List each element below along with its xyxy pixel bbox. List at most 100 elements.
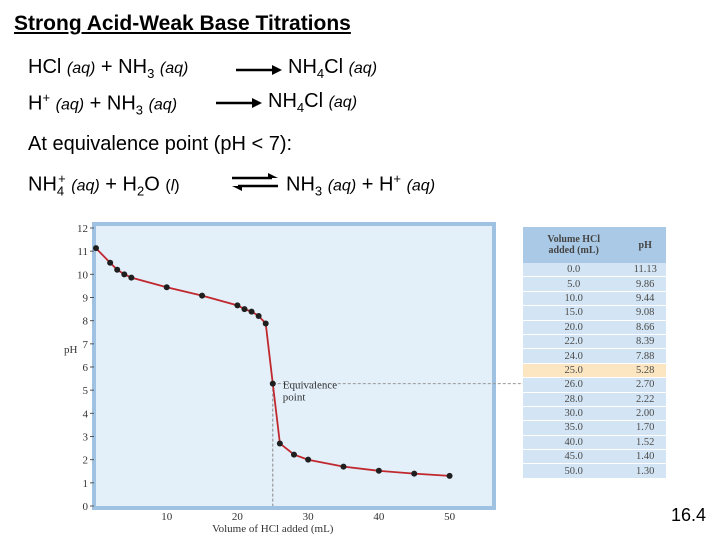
cell-ph: 2.00 xyxy=(624,406,666,422)
cell-volume: 26.0 xyxy=(523,377,625,393)
eq3-nh4: NH xyxy=(28,173,57,196)
slide-title: Strong Acid-Weak Base Titrations xyxy=(14,12,351,35)
data-point xyxy=(255,313,262,320)
cell-ph: 8.66 xyxy=(624,320,666,335)
eq1-cl: Cl xyxy=(324,56,344,78)
data-point xyxy=(269,380,276,387)
cell-volume: 5.0 xyxy=(523,276,625,292)
equilibrium-arrow-icon xyxy=(232,173,278,191)
table-row: 40.0 1.52 xyxy=(523,435,666,451)
eq2-sub4: 4 xyxy=(296,100,305,115)
cell-ph: 1.70 xyxy=(624,420,666,436)
data-point xyxy=(446,472,453,479)
table-header-row: Volume HCl added (mL) pH xyxy=(523,227,666,263)
eq3-sup-plus-2: + xyxy=(393,171,401,186)
eq2-state-3: (aq) xyxy=(328,94,358,111)
eq3-sub4: 4 xyxy=(56,183,65,199)
table-row: 30.0 2.00 xyxy=(523,406,666,422)
y-tick-label: 11 xyxy=(77,246,88,258)
data-point xyxy=(128,274,135,281)
table-row: 22.0 8.39 xyxy=(523,334,666,350)
cell-volume: 40.0 xyxy=(523,435,625,451)
data-point xyxy=(93,245,99,252)
table-row: 20.0 8.66 xyxy=(523,320,666,335)
eq2-sup-plus: + xyxy=(42,90,51,105)
cell-volume: 35.0 xyxy=(523,420,625,436)
page-number: 16.4 xyxy=(670,505,706,525)
table-row: 28.0 2.22 xyxy=(523,392,666,407)
cell-ph: 9.86 xyxy=(624,276,666,292)
eq1-state-2: (aq) xyxy=(159,60,189,77)
cell-ph: 5.28 xyxy=(624,363,666,379)
eq1-state-3: (aq) xyxy=(348,60,378,77)
eq3-h: H xyxy=(122,173,137,196)
y-tick-label: 10 xyxy=(77,269,89,281)
cell-ph: 8.39 xyxy=(624,334,666,350)
data-point xyxy=(114,266,121,273)
cell-volume: 10.0 xyxy=(523,291,625,307)
eq2-product: NH4Cl (aq) xyxy=(268,90,357,115)
y-tick-label: 6 xyxy=(83,362,89,374)
equivalence-annotation: Equivalence point xyxy=(283,380,337,404)
eq3-nh3: NH xyxy=(286,173,315,196)
eq3-products: NH3 (aq) + H+ (aq) xyxy=(286,171,435,199)
x-tick-label: 40 xyxy=(373,511,385,523)
x-tick-label: 20 xyxy=(232,511,244,523)
table-row: 5.0 9.86 xyxy=(523,276,666,292)
cell-volume: 22.0 xyxy=(523,334,625,350)
eq2-state-1: (aq) xyxy=(55,96,85,114)
table-row: 45.0 1.40 xyxy=(523,449,666,465)
cell-volume: 15.0 xyxy=(523,305,625,321)
y-axis-label: pH xyxy=(64,344,78,356)
eq1-plus: + xyxy=(100,56,113,78)
eq2-cl: Cl xyxy=(304,90,324,112)
y-tick-label: 2 xyxy=(83,455,89,467)
cell-volume: 50.0 xyxy=(523,463,625,479)
cell-ph: 2.70 xyxy=(624,377,666,393)
eq2-h: H xyxy=(28,92,43,115)
eq3-state-l: l xyxy=(170,177,175,195)
eq1-nh3: NH xyxy=(118,56,148,78)
cell-ph: 7.88 xyxy=(624,348,666,364)
equation-h-nh3: H+ (aq) + NH3 (aq) xyxy=(28,90,177,118)
eq1-product: NH4Cl (aq) xyxy=(288,56,377,81)
data-point xyxy=(262,320,269,327)
data-point xyxy=(241,306,248,313)
eq3-plus: + xyxy=(105,173,117,196)
eq3-sub3: 3 xyxy=(314,183,323,199)
cell-ph: 1.30 xyxy=(624,463,666,479)
cell-ph: 9.08 xyxy=(624,305,666,321)
y-tick-label: 9 xyxy=(83,293,89,305)
cell-volume: 0.0 xyxy=(523,263,625,278)
cell-ph: 11.13 xyxy=(624,263,666,278)
data-point xyxy=(411,470,418,477)
table-row: 26.0 2.70 xyxy=(523,377,666,393)
cell-ph: 2.22 xyxy=(624,392,666,407)
eq1-state-1: (aq) xyxy=(66,60,96,77)
y-tick-label: 12 xyxy=(77,223,88,235)
data-point xyxy=(375,467,382,474)
x-tick-label: 10 xyxy=(161,511,173,523)
equivalence-heading: At equivalence point (pH < 7): xyxy=(28,133,293,155)
table-row: 24.0 7.88 xyxy=(523,348,666,364)
y-tick-label: 0 xyxy=(83,501,89,513)
data-point xyxy=(199,292,206,299)
eq3-paren-open: ( xyxy=(165,177,171,195)
eq1-sub3: 3 xyxy=(147,66,155,81)
x-tick-label: 50 xyxy=(444,511,456,523)
eq3-o: O xyxy=(144,173,160,196)
plot-area xyxy=(96,226,492,506)
data-point xyxy=(248,308,255,315)
data-point xyxy=(340,463,347,470)
table-row: 25.0 5.28 xyxy=(523,363,666,379)
eq3-paren-close: ) xyxy=(174,177,180,195)
eq3-state-2: (aq) xyxy=(327,177,357,195)
data-point xyxy=(276,440,283,447)
data-point xyxy=(305,456,312,463)
cell-ph: 9.44 xyxy=(624,291,666,307)
cell-volume: 28.0 xyxy=(523,392,625,407)
eq3-state-3: (aq) xyxy=(406,177,436,195)
y-tick-label: 4 xyxy=(83,408,89,420)
cell-volume: 24.0 xyxy=(523,348,625,364)
